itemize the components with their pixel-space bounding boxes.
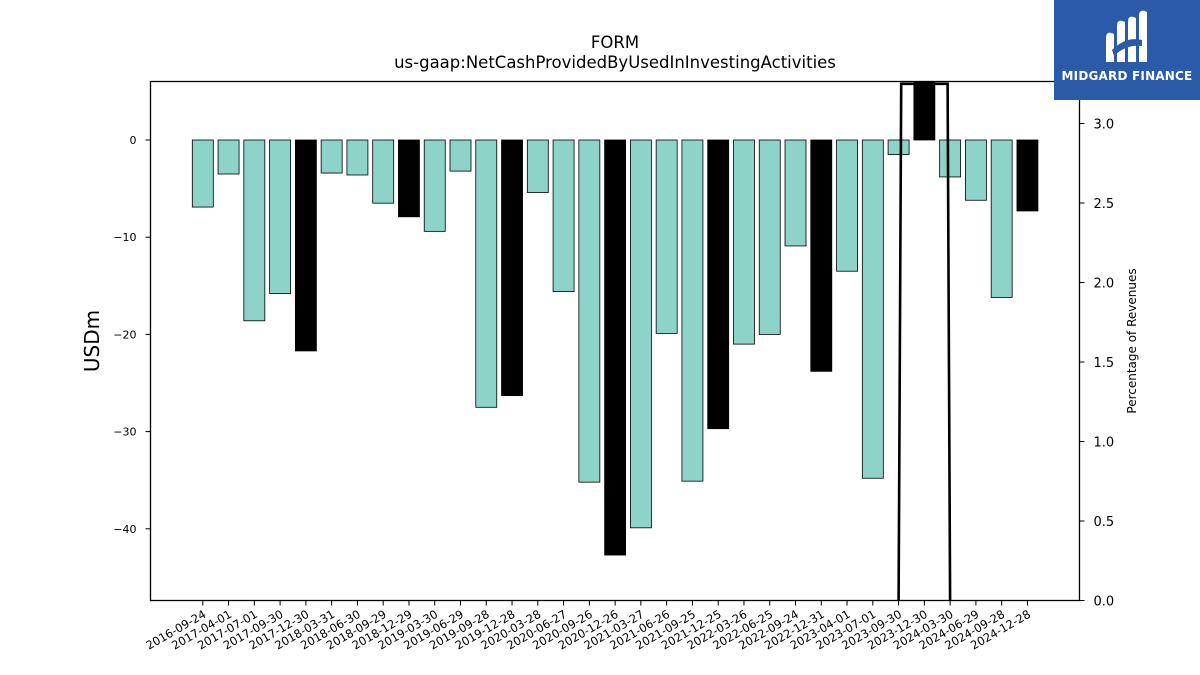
y2-axis: 0.0 0.5 1.0 1.5 2.0 2.5 3.0 xyxy=(1079,118,1115,610)
bar xyxy=(681,139,704,482)
bar xyxy=(475,139,498,408)
bar xyxy=(1016,139,1039,212)
chart-subtitle: us-gaap:NetCashProvidedByUsedInInvesting… xyxy=(394,53,836,72)
bar xyxy=(191,139,214,208)
percentage-line-group xyxy=(897,82,952,601)
bar xyxy=(526,139,549,193)
logo: MIDGARD FINANCE xyxy=(1054,0,1200,100)
bar xyxy=(655,139,678,334)
bar xyxy=(939,139,962,178)
y-tick-label: −10 xyxy=(113,231,136,244)
y-tick-label: −20 xyxy=(113,328,136,341)
bar xyxy=(758,139,781,335)
y-tick-label: −40 xyxy=(113,523,136,536)
y-axis: 0 −10 −20 −30 −40 xyxy=(113,134,151,536)
y2-axis-label: Percentage of Revenues xyxy=(1125,268,1139,413)
bar xyxy=(604,139,627,556)
logo-text: MIDGARD FINANCE xyxy=(1061,69,1193,83)
logo-mark-icon xyxy=(1106,10,1147,63)
bars-group xyxy=(191,81,1039,556)
y-tick-label: −30 xyxy=(113,426,136,439)
bar xyxy=(965,139,987,201)
bar xyxy=(887,139,910,155)
percentage-line xyxy=(897,82,952,601)
bar xyxy=(629,139,652,529)
bar xyxy=(861,139,884,479)
y-tick-label: 0 xyxy=(130,134,137,147)
bar xyxy=(552,139,575,293)
bar xyxy=(423,139,446,232)
bar xyxy=(269,139,292,294)
chart-title: FORM xyxy=(591,33,639,52)
y2-tick-label: 2.5 xyxy=(1094,197,1115,212)
bar xyxy=(578,139,601,483)
bar xyxy=(810,139,833,372)
bar xyxy=(398,139,420,218)
bar xyxy=(784,139,807,247)
bar xyxy=(372,139,395,204)
bar xyxy=(990,139,1013,298)
bar xyxy=(346,139,369,176)
bar xyxy=(217,139,240,175)
bar xyxy=(294,139,317,352)
bar xyxy=(836,139,858,272)
bar xyxy=(913,81,936,141)
y-axis-label: USDm xyxy=(80,310,104,372)
y2-tick-label: 3.0 xyxy=(1094,118,1115,133)
bar xyxy=(501,139,523,397)
bar xyxy=(733,139,755,345)
bar xyxy=(449,139,472,172)
y2-tick-label: 1.5 xyxy=(1094,356,1115,371)
bar xyxy=(707,139,730,430)
bar xyxy=(320,139,343,174)
y2-tick-label: 0.5 xyxy=(1094,515,1115,530)
x-axis: 2016-09-242017-04-012017-07-012017-09-30… xyxy=(143,600,1033,653)
bar xyxy=(243,139,266,322)
y2-tick-label: 0.0 xyxy=(1094,595,1115,610)
y2-tick-label: 2.0 xyxy=(1094,277,1115,292)
y2-tick-label: 1.0 xyxy=(1094,436,1115,451)
